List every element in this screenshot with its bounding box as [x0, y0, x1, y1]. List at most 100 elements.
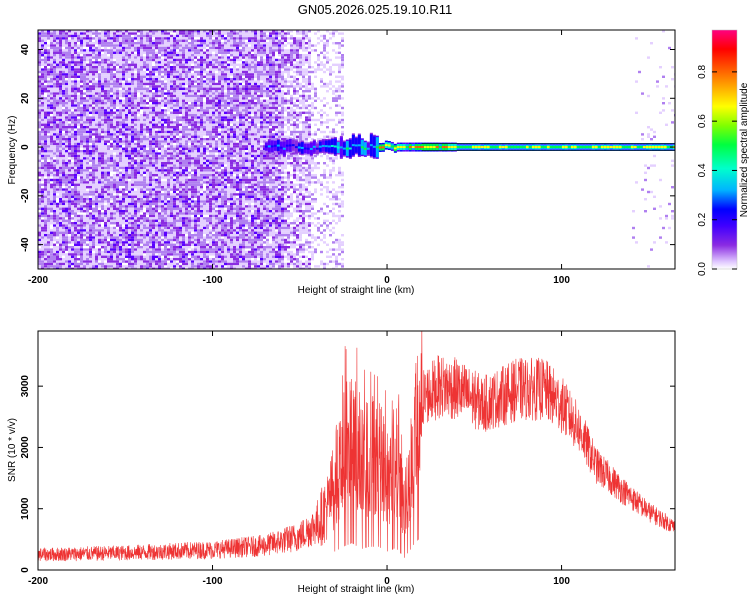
- spectrogram-cell: [191, 44, 194, 47]
- spectrogram-cell: [71, 178, 74, 182]
- spectrogram-cell: [149, 75, 152, 78]
- spectrogram-cell: [65, 109, 68, 112]
- spectrogram-cell: [119, 138, 122, 141]
- spectrogram-cell: [92, 195, 95, 198]
- spectrogram-cell: [173, 150, 176, 153]
- spectrogram-cell: [68, 39, 71, 42]
- spectrogram-cell: [131, 195, 134, 198]
- spectrogram-cell: [47, 51, 50, 54]
- spectrogram-cell: [122, 260, 125, 263]
- spectrogram-cell: [77, 99, 80, 102]
- spectrogram-cell: [71, 104, 74, 107]
- spectrogram-cell: [149, 181, 152, 184]
- spectrogram-cell: [122, 30, 125, 33]
- spectrogram-cell: [83, 111, 86, 114]
- spectrogram-cell: [149, 219, 152, 222]
- spectrogram-cell: [161, 102, 164, 105]
- spectrogram-cell: [185, 118, 188, 122]
- spectrogram-cell: [98, 243, 101, 246]
- spectrogram-cell: [38, 258, 41, 261]
- spectrogram-cell: [158, 70, 161, 74]
- spectrogram-cell: [125, 49, 128, 52]
- spectrogram-cell: [131, 66, 134, 69]
- spectrogram-cell: [125, 226, 128, 230]
- spectrogram-cell: [137, 109, 140, 112]
- spectrogram-cell: [116, 260, 119, 263]
- spectrogram-cell: [152, 106, 155, 110]
- spectrogram-cell: [95, 37, 98, 40]
- spectrogram-cell: [53, 70, 56, 74]
- spectrogram-cell: [140, 133, 143, 136]
- spectrogram-cell: [185, 116, 188, 119]
- spectrogram-cell: [89, 147, 92, 150]
- spectrogram-cell: [164, 154, 167, 158]
- spectrogram-cell: [179, 92, 182, 95]
- spectrogram-cell: [179, 186, 182, 189]
- spectrogram-cell: [110, 210, 113, 213]
- spectrogram-cell: [113, 234, 116, 237]
- spectrogram-cell: [77, 46, 80, 50]
- spectrogram-cell: [137, 34, 140, 38]
- spectrogram-cell: [107, 214, 110, 218]
- spectrogram-cell: [119, 262, 122, 266]
- spectrogram-cell: [137, 181, 140, 184]
- spectrogram-cell: [185, 176, 188, 179]
- spectrogram-cell: [71, 234, 74, 237]
- spectrogram-cell: [122, 200, 125, 203]
- spectrogram-cell: [38, 142, 41, 146]
- spectrogram-cell: [80, 238, 83, 242]
- spectrogram-cell: [140, 248, 143, 251]
- spectrogram-cell: [161, 135, 164, 138]
- spectrogram-cell: [50, 126, 53, 129]
- spectrogram-cell: [104, 121, 107, 124]
- spectrogram-cell: [134, 236, 137, 239]
- spectrogram-cell: [149, 150, 152, 153]
- spectrogram-cell: [80, 171, 83, 174]
- spectrogram-cell: [110, 176, 113, 179]
- spectrogram-cell: [158, 183, 161, 186]
- spectrogram-cell: [146, 258, 149, 261]
- spectrogram-cell: [110, 250, 113, 254]
- spectrogram-cell: [41, 166, 44, 170]
- spectrogram-cell: [170, 42, 173, 45]
- spectrogram-cell: [122, 106, 125, 110]
- spectrogram-cell: [128, 109, 131, 112]
- spectrogram-cell: [179, 255, 182, 258]
- spectrogram-cell: [47, 142, 50, 146]
- spectrogram-cell: [47, 260, 50, 263]
- spectrogram-cell: [50, 39, 53, 42]
- spectrogram-cell: [56, 63, 59, 66]
- spectrogram-cell: [125, 250, 128, 254]
- spectrogram-cell: [152, 224, 155, 227]
- spectrogram-cell: [68, 217, 71, 220]
- spectrogram-cell: [185, 109, 188, 112]
- spectrogram-cell: [134, 99, 137, 102]
- spectrogram-cell: [65, 224, 68, 227]
- spectrogram-cell: [131, 255, 134, 258]
- spectrogram-cell: [38, 42, 41, 45]
- spectrogram-cell: [176, 188, 179, 191]
- spectrogram-cell: [194, 174, 197, 177]
- spectrogram-cell: [41, 104, 44, 107]
- spectrogram-cell: [44, 75, 47, 78]
- spectrogram-cell: [107, 224, 110, 227]
- spectrogram-cell: [188, 140, 191, 143]
- spectrogram-cell: [170, 183, 173, 186]
- spectrogram-cell: [62, 42, 65, 45]
- spectrogram-cell: [83, 171, 86, 174]
- spectrogram-cell: [89, 243, 92, 246]
- spectrogram-cell: [185, 154, 188, 158]
- spectrogram-cell: [95, 133, 98, 136]
- spectrogram-cell: [65, 226, 68, 230]
- spectrogram-cell: [89, 44, 92, 47]
- spectrogram-cell: [71, 97, 74, 100]
- spectrogram-cell: [80, 114, 83, 117]
- spectrogram-cell: [131, 267, 134, 269]
- spectrogram-cell: [83, 198, 86, 201]
- spectrogram-cell: [62, 114, 65, 117]
- spectrogram-cell: [110, 229, 113, 232]
- spectrogram-cell: [140, 164, 143, 167]
- spectrogram-cell: [113, 154, 116, 158]
- spectrogram-cell: [104, 70, 107, 74]
- spectrogram-cell: [116, 145, 119, 148]
